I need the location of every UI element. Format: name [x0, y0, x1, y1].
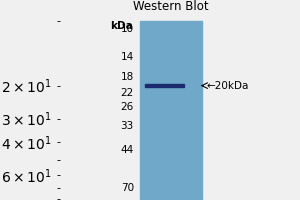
Bar: [140, 21, 202, 199]
Text: 33: 33: [121, 121, 134, 131]
Bar: [145, 84, 184, 87]
Text: ←20kDa: ←20kDa: [207, 81, 249, 91]
Text: 18: 18: [121, 72, 134, 82]
Text: 14: 14: [121, 52, 134, 62]
Text: 44: 44: [121, 145, 134, 155]
Text: Western Blot: Western Blot: [133, 0, 209, 13]
Text: 22: 22: [121, 88, 134, 98]
Text: kDa: kDa: [110, 21, 133, 31]
Text: 26: 26: [121, 102, 134, 112]
Text: 70: 70: [121, 183, 134, 193]
Text: 10: 10: [121, 24, 134, 34]
